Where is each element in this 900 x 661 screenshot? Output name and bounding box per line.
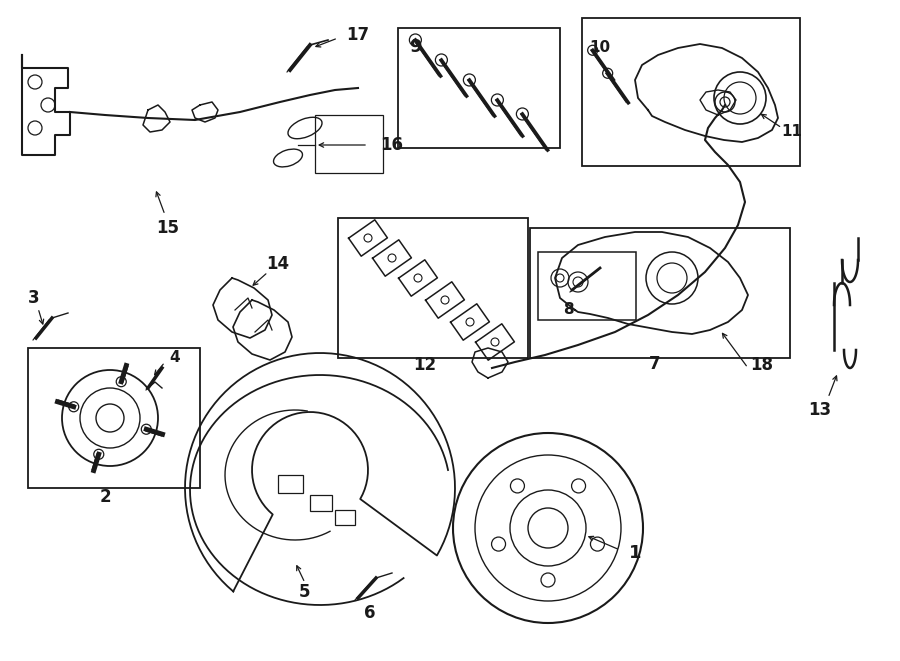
Text: 4: 4 (170, 350, 180, 364)
Text: 5: 5 (299, 583, 310, 601)
Text: 12: 12 (413, 356, 436, 374)
Text: 18: 18 (751, 356, 773, 374)
Bar (338, 218, 528, 358)
Bar (310, 495, 332, 511)
Text: 15: 15 (157, 219, 179, 237)
Bar (538, 252, 636, 320)
Text: 6: 6 (364, 604, 376, 622)
Bar (582, 18, 800, 166)
Text: 3: 3 (28, 289, 40, 307)
Bar (398, 28, 560, 148)
Text: 7: 7 (649, 355, 661, 373)
Bar (28, 348, 200, 488)
Text: 9: 9 (409, 38, 421, 56)
Text: 11: 11 (781, 124, 803, 139)
Text: 13: 13 (808, 401, 832, 419)
Text: 8: 8 (562, 303, 573, 317)
Text: 1: 1 (629, 544, 641, 562)
Text: 17: 17 (346, 26, 370, 44)
Text: 16: 16 (381, 136, 403, 154)
Bar (315, 115, 383, 173)
Text: 10: 10 (590, 40, 610, 54)
Bar (335, 510, 355, 525)
Bar (530, 228, 790, 358)
Bar (278, 475, 303, 493)
Text: 14: 14 (266, 255, 290, 273)
Text: 2: 2 (99, 488, 111, 506)
